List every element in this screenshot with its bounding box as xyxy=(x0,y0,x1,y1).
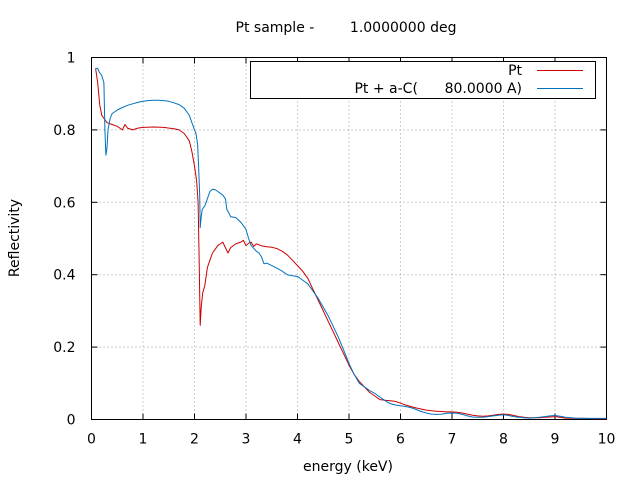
series-lines xyxy=(95,67,607,420)
grid xyxy=(91,57,607,420)
legend: Pt Pt + a-C( 80.0000 A) xyxy=(250,61,596,99)
x-tick-labels: 0 1 2 3 4 5 6 7 8 9 10 xyxy=(87,432,615,448)
legend-label-pt-ac: Pt + a-C( 80.0000 A) xyxy=(354,81,522,97)
legend-box xyxy=(250,61,596,99)
y-tick-label: 0 xyxy=(67,413,76,429)
axis-ticks xyxy=(91,57,607,420)
x-tick-label: 8 xyxy=(499,432,508,448)
x-tick-label: 1 xyxy=(139,432,148,448)
y-tick-label: 0.4 xyxy=(53,268,75,284)
y-tick-label: 1 xyxy=(67,51,76,67)
y-tick-label: 0.8 xyxy=(53,123,75,139)
x-tick-label: 4 xyxy=(293,432,302,448)
x-tick-label: 5 xyxy=(345,432,354,448)
y-tick-labels: 0 0.2 0.4 0.6 0.8 1 xyxy=(53,51,75,429)
series-line-pt-ac xyxy=(95,67,607,419)
x-tick-label: 2 xyxy=(190,432,199,448)
x-tick-label: 9 xyxy=(551,432,560,448)
chart-title: Pt sample - 1.0000000 deg xyxy=(236,20,457,36)
x-tick-label: 3 xyxy=(242,432,251,448)
x-tick-label: 10 xyxy=(598,432,616,448)
x-axis-title: energy (keV) xyxy=(303,459,393,475)
y-tick-label: 0.6 xyxy=(53,195,75,211)
x-tick-label: 0 xyxy=(87,432,96,448)
y-axis-title: Reflectivity xyxy=(7,199,23,277)
legend-label-pt: Pt xyxy=(508,63,522,79)
series-line-pt xyxy=(95,68,607,420)
y-tick-label: 0.2 xyxy=(53,340,75,356)
x-tick-label: 6 xyxy=(396,432,405,448)
x-tick-label: 7 xyxy=(448,432,457,448)
